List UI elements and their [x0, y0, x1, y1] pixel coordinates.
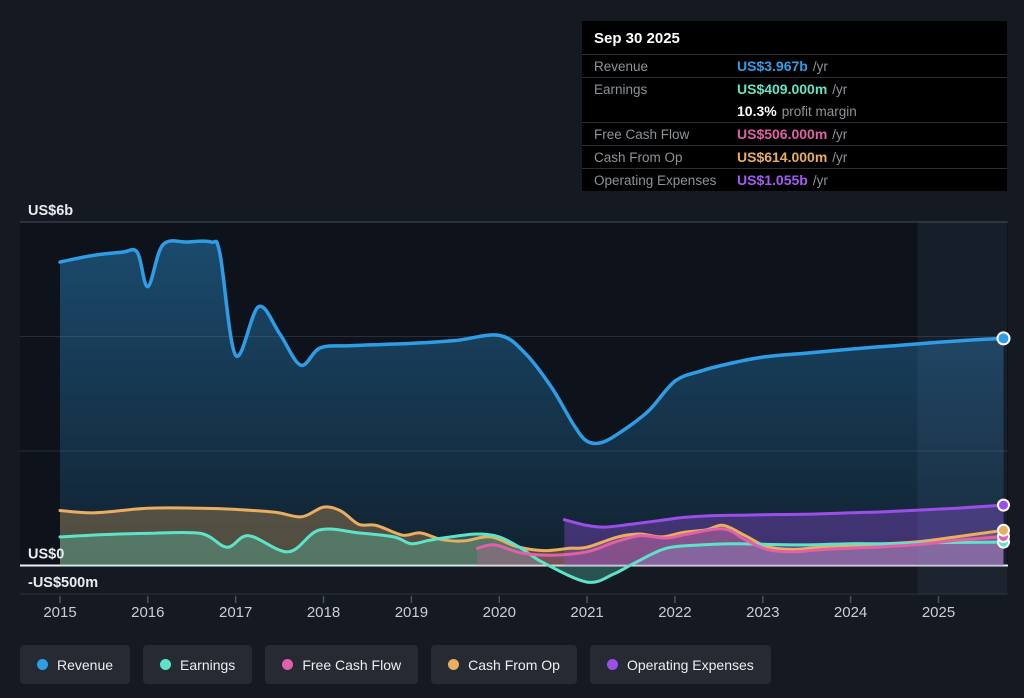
tooltip-row-cash-from-op: Cash From Op US$614.000m/yr — [582, 145, 1007, 168]
tooltip-row-value: 10.3% — [737, 103, 777, 119]
tooltip-row-label: Free Cash Flow — [594, 127, 690, 142]
tooltip-row-label: Earnings — [594, 82, 648, 97]
tooltip-rows: Revenue US$3.967b/yr Earnings US$409.000m/y… — [582, 54, 1007, 191]
x-label-2020: 2020 — [483, 604, 516, 621]
tooltip-row-suffix: profit margin — [781, 104, 857, 119]
tooltip-row-label: Revenue — [594, 59, 649, 74]
revenue-endpoint-marker — [996, 331, 1011, 346]
tooltip-row-revenue: Revenue US$3.967b/yr — [582, 54, 1007, 77]
x-label-2019: 2019 — [395, 604, 428, 621]
y-label--0.5: -US$500m — [28, 575, 98, 591]
operating-expenses-area — [564, 505, 1004, 566]
earnings-line — [58, 527, 1005, 584]
tooltip-row-suffix: /yr — [832, 150, 848, 165]
legend-label: Earnings — [180, 656, 236, 673]
tooltip-row-suffix: /yr — [832, 82, 848, 97]
tooltip-row-suffix: /yr — [812, 173, 828, 188]
earnings-dot-icon — [160, 659, 172, 670]
legend-label: Operating Expenses — [626, 656, 754, 673]
date-tooltip: Sep 30 2025 Revenue US$3.967b/yr Earnings U… — [582, 21, 1007, 191]
operating-expenses-line — [562, 503, 1005, 529]
x-label-2025: 2025 — [922, 604, 955, 621]
x-label-2017: 2017 — [219, 604, 252, 621]
tooltip-date: Sep 30 2025 — [594, 30, 680, 47]
tooltip-row-suffix: /yr — [832, 127, 848, 142]
x-label-2021: 2021 — [570, 604, 603, 621]
x-label-2022: 2022 — [658, 604, 691, 621]
tooltip-row-value: US$409.000m — [737, 81, 828, 97]
x-label-2016: 2016 — [131, 604, 164, 621]
legend-label: Revenue — [57, 656, 114, 673]
revenue-area — [60, 240, 1004, 566]
cash-from-op-dot-icon — [448, 659, 460, 670]
x-label-2024: 2024 — [834, 604, 867, 621]
operating-expenses-dot-icon — [606, 659, 618, 670]
x-label-2018: 2018 — [307, 604, 340, 621]
free-cash-flow-dot-icon — [282, 659, 294, 670]
legend-chip-free-cash-flow[interactable]: Free Cash Flow — [265, 645, 419, 684]
tooltip-row-label: Operating Expenses — [594, 173, 717, 188]
free-cash-flow-area — [477, 528, 1004, 566]
x-label-2015: 2015 — [43, 604, 76, 621]
tooltip-row-suffix: /yr — [812, 59, 828, 74]
cash-from-op-line — [58, 505, 1005, 553]
tooltip-row-value: US$3.967b — [737, 58, 808, 74]
operating-expenses-endpoint-marker — [997, 498, 1010, 512]
tooltip-row-value: US$1.055b — [737, 172, 808, 188]
free-cash-flow-line — [475, 527, 1005, 557]
cash-from-op-endpoint-marker — [997, 523, 1010, 537]
tooltip-row-free-cash-flow: Free Cash Flow US$506.000m/yr — [582, 122, 1007, 145]
y-label-0: US$0 — [28, 547, 64, 563]
tooltip-row-label: Cash From Op — [594, 150, 683, 165]
tooltip-row-value: US$614.000m — [737, 149, 828, 165]
legend-chip-revenue[interactable]: Revenue — [20, 645, 131, 684]
tooltip-row-profit-margin: 10.3% profit margin — [582, 100, 1007, 122]
tooltip-row-earnings: Earnings US$409.000m/yr — [582, 77, 1007, 100]
revenue-line — [58, 239, 1006, 446]
y-label-6: US$6b — [28, 203, 73, 219]
chart-legend: Revenue Earnings Free Cash Flow Cash From O… — [20, 645, 771, 684]
legend-chip-operating-expenses[interactable]: Operating Expenses — [589, 645, 771, 684]
legend-label: Free Cash Flow — [302, 656, 402, 673]
tooltip-row-value: US$506.000m — [737, 126, 828, 142]
tooltip-row-operating-expenses: Operating Expenses US$1.055b/yr — [582, 168, 1007, 191]
legend-label: Cash From Op — [468, 656, 560, 673]
legend-chip-cash-from-op[interactable]: Cash From Op — [431, 645, 577, 684]
x-label-2023: 2023 — [746, 604, 779, 621]
legend-chip-earnings[interactable]: Earnings — [143, 645, 253, 684]
revenue-dot-icon — [37, 659, 48, 670]
